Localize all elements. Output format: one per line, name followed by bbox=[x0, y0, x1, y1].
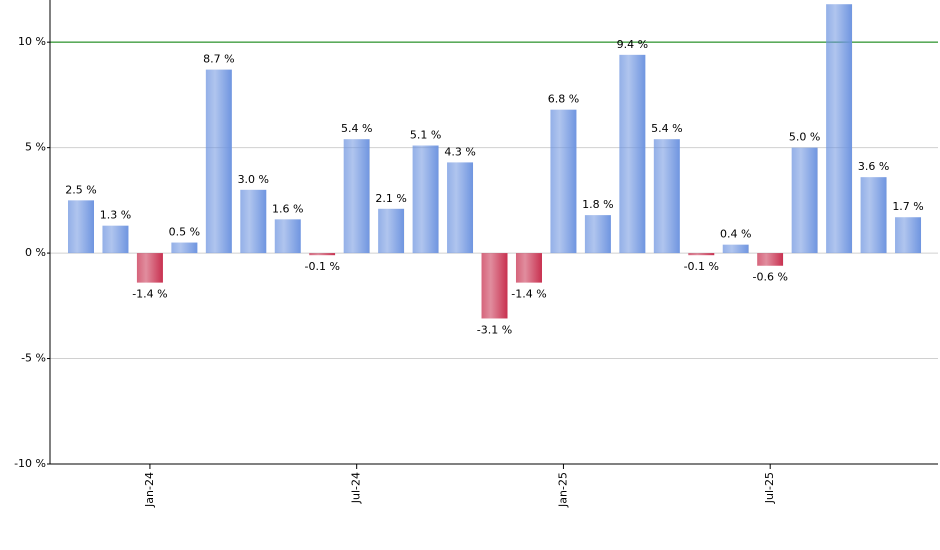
bar bbox=[515, 253, 542, 283]
data-label: -1.4 % bbox=[132, 288, 167, 301]
y-tick-label: -10 % bbox=[14, 457, 46, 470]
data-label: -0.1 % bbox=[305, 260, 340, 273]
bar bbox=[860, 177, 887, 254]
bar bbox=[274, 219, 301, 254]
data-label: 5.4 % bbox=[651, 122, 682, 135]
data-label: 5.1 % bbox=[410, 129, 441, 142]
data-label: -0.1 % bbox=[684, 260, 719, 273]
bar bbox=[136, 253, 163, 283]
bar bbox=[757, 253, 784, 266]
y-tick-label: 5 % bbox=[25, 141, 46, 154]
bar bbox=[102, 225, 129, 254]
bar bbox=[378, 208, 405, 254]
data-label: 6.8 % bbox=[548, 93, 579, 106]
bar bbox=[826, 4, 853, 254]
data-label: 1.6 % bbox=[272, 202, 303, 215]
bar bbox=[688, 253, 715, 256]
bar bbox=[584, 215, 611, 254]
data-label: 0.4 % bbox=[720, 228, 751, 241]
bar bbox=[240, 189, 267, 254]
data-label: 9.4 % bbox=[617, 38, 648, 51]
data-label: -3.1 % bbox=[477, 323, 512, 336]
x-tick-label: Jul-25 bbox=[763, 472, 776, 504]
data-label: 5.0 % bbox=[789, 131, 820, 144]
y-tick-label: 0 % bbox=[25, 246, 46, 259]
bar bbox=[619, 54, 646, 254]
data-label: 1.8 % bbox=[582, 198, 613, 211]
bar bbox=[550, 109, 577, 254]
data-label: 5.4 % bbox=[341, 122, 372, 135]
data-label: 4.3 % bbox=[444, 145, 475, 158]
bar bbox=[343, 139, 370, 254]
bar bbox=[412, 145, 439, 254]
y-tick-label: -5 % bbox=[21, 352, 46, 365]
bar bbox=[653, 139, 680, 254]
x-tick-label: Jul-24 bbox=[350, 472, 363, 504]
data-label: -1.4 % bbox=[511, 288, 546, 301]
bar bbox=[791, 147, 818, 254]
data-label: 2.5 % bbox=[65, 183, 96, 196]
bar bbox=[68, 200, 94, 254]
bar bbox=[309, 253, 336, 256]
data-label: -0.6 % bbox=[752, 271, 787, 284]
bar bbox=[481, 253, 508, 319]
data-label: 2.1 % bbox=[375, 192, 406, 205]
x-tick-label: Jan-24 bbox=[143, 472, 156, 508]
x-tick-label: Jan-25 bbox=[556, 472, 569, 508]
data-label: 8.7 % bbox=[203, 53, 234, 66]
bar bbox=[205, 69, 232, 254]
bar bbox=[171, 242, 198, 254]
data-label: 1.3 % bbox=[100, 209, 131, 222]
bar bbox=[895, 217, 922, 254]
data-label: 3.6 % bbox=[858, 160, 889, 173]
data-label: 0.5 % bbox=[169, 226, 200, 239]
data-label: 3.0 % bbox=[238, 173, 269, 186]
bar bbox=[722, 244, 749, 254]
y-tick-label: 10 % bbox=[18, 35, 46, 48]
data-label: 1.7 % bbox=[892, 200, 923, 213]
bar bbox=[447, 162, 474, 254]
